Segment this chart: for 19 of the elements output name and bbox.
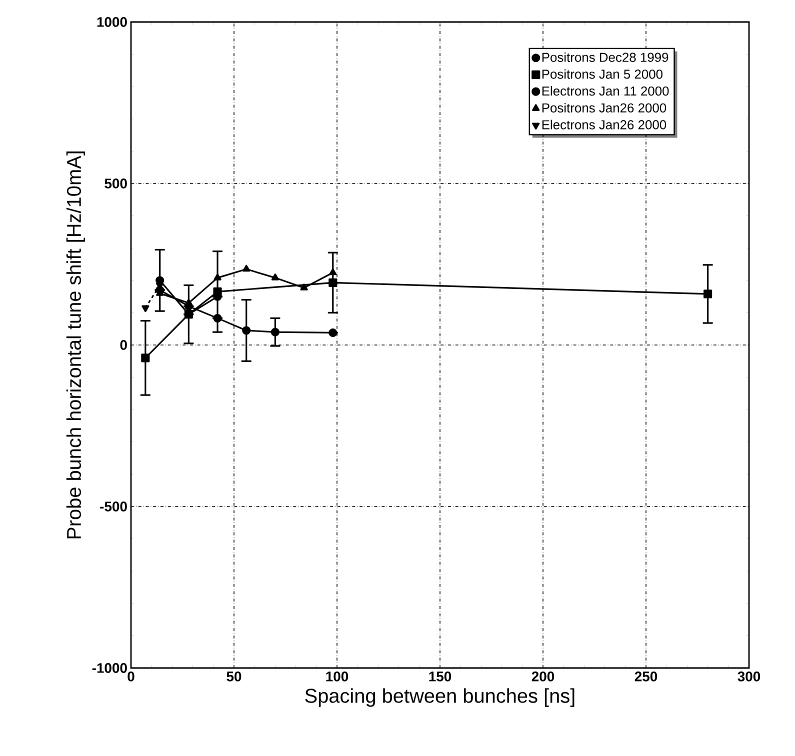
x-axis-title: Spacing between bunches [ns] <box>305 688 574 707</box>
legend-label: Positrons Dec28 1999 <box>542 52 668 62</box>
y-tick-label: 1000 <box>97 17 127 27</box>
y-tick-label: 500 <box>104 178 127 188</box>
x-tick-label: 200 <box>532 672 554 682</box>
y-tick-label: 0 <box>120 340 127 350</box>
legend-label: Positrons Jan26 2000 <box>542 102 666 112</box>
legend-label: Electrons Jan26 2000 <box>542 120 666 130</box>
y-tick-label: -1000 <box>92 663 127 673</box>
x-tick-label: 0 <box>128 672 134 682</box>
y-axis-title: Probe bunch horizontal tune shift [Hz/10mA] <box>66 152 85 538</box>
legend-label: Positrons Jan 5 2000 <box>542 69 662 79</box>
y-tick-label: -500 <box>100 502 127 512</box>
x-tick-label: 300 <box>738 672 760 682</box>
legend-label: Electrons Jan 11 2000 <box>542 86 669 96</box>
x-tick-label: 50 <box>226 672 242 682</box>
x-tick-label: 250 <box>634 672 658 682</box>
x-tick-label: 150 <box>429 672 452 682</box>
x-tick-label: 100 <box>326 672 348 682</box>
